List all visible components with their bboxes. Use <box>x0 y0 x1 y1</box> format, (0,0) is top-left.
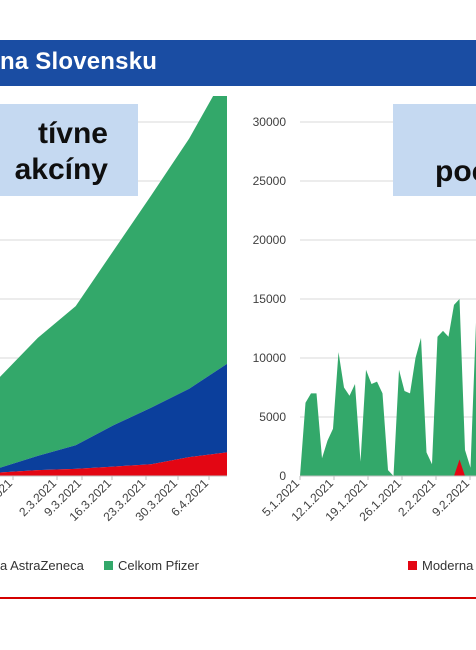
right-y-tick-label: 25000 <box>253 174 287 188</box>
left-x-tick-label: 2.2021 <box>0 476 15 512</box>
right-chart-title-box: poc <box>393 104 476 196</box>
legend-item-moderna: Moderna <box>408 558 473 573</box>
left-chart: 2.2021 2.3.20219.3.202116.3.202123.3.2021… <box>0 96 227 524</box>
right-y-tick-label: 10000 <box>253 351 287 365</box>
right-y-tick-label: 15000 <box>253 292 287 306</box>
left-chart-title-line1: tívne <box>37 117 108 150</box>
left-area-pfizer <box>0 96 227 468</box>
right-y-tick-label: 30000 <box>253 115 287 129</box>
left-chart-title-line2: akcíny <box>14 153 108 186</box>
legend-label-moderna: Moderna <box>422 558 474 573</box>
bottom-rule <box>0 597 476 599</box>
legend-item-astrazeneca: a AstraZeneca <box>0 558 84 573</box>
left-area-astrazeneca <box>0 363 227 473</box>
right-area-moderna <box>300 459 476 476</box>
left-chart-title-box: tívne akcíny <box>0 104 138 196</box>
header-banner: na Slovensku <box>0 40 476 86</box>
right-y-tick-label: 5000 <box>259 410 286 424</box>
right-chart: 0500010000150002000025000300005.1.202112… <box>253 115 476 524</box>
legend-label-astrazeneca: a AstraZeneca <box>0 558 84 573</box>
left-area-moderna <box>0 452 227 476</box>
legend-swatch-moderna <box>408 561 417 570</box>
right-chart-title-fragment: poc <box>435 155 476 188</box>
legend-item-pfizer: Celkom Pfizer <box>104 558 199 573</box>
page-title: na Slovensku <box>0 48 158 75</box>
right-area-pfizer <box>300 299 476 476</box>
legend-label-pfizer: Celkom Pfizer <box>118 558 199 573</box>
right-y-tick-label: 0 <box>279 469 286 483</box>
right-y-tick-label: 20000 <box>253 233 287 247</box>
right-x-tick-label: 9.2.2021 <box>429 476 472 519</box>
legend-swatch-pfizer <box>104 561 113 570</box>
